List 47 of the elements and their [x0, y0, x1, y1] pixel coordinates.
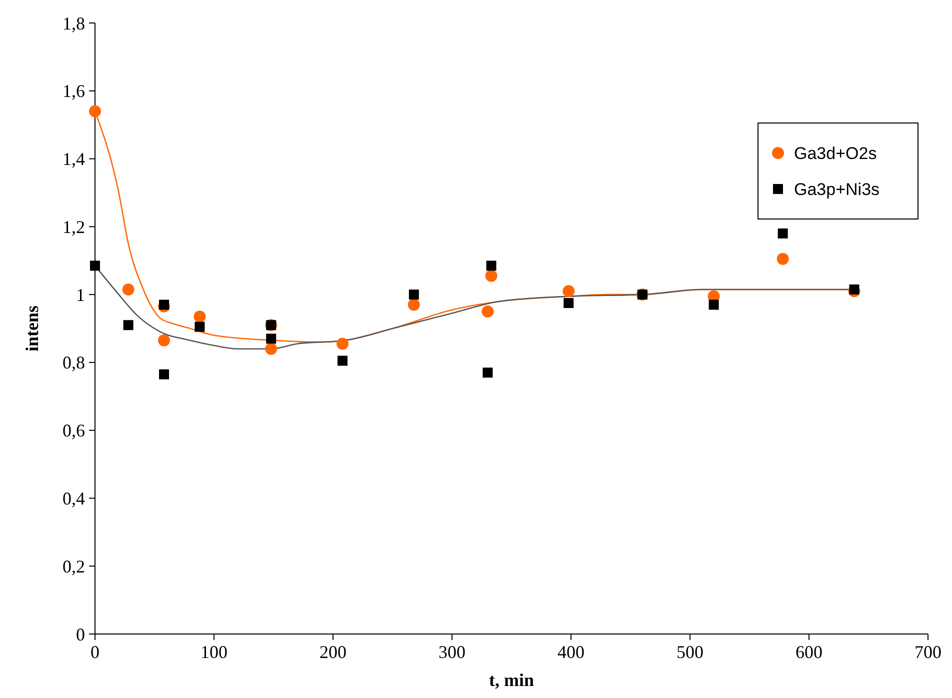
y-tick-label: 1,4 [62, 149, 85, 170]
point [159, 369, 170, 380]
x-tick-label: 500 [676, 642, 704, 662]
point [408, 298, 420, 311]
point [159, 300, 170, 310]
point [89, 105, 101, 118]
y-tick-label: 0,8 [62, 352, 85, 373]
y-tick-label: 1 [76, 284, 85, 305]
point [482, 306, 494, 318]
y-tick-label: 0,2 [62, 556, 85, 576]
y-tick-label: 0,4 [62, 488, 85, 509]
y-axis-title: intens [22, 305, 42, 352]
point [408, 290, 419, 300]
point [194, 322, 205, 332]
y-tick-label: 0,6 [62, 420, 85, 441]
x-tick-label: 400 [558, 642, 584, 662]
point [90, 260, 100, 271]
point [486, 260, 496, 271]
point [482, 368, 493, 378]
point [776, 252, 789, 265]
legend-label: Ga3d+O2s [794, 144, 877, 163]
x-tick-label: 600 [796, 642, 822, 662]
x-tick-label: 700 [914, 642, 942, 662]
y-tick-label: 1,6 [62, 81, 85, 102]
point [778, 228, 788, 238]
point [122, 283, 134, 296]
point [338, 356, 348, 366]
point [265, 342, 278, 355]
x-tick-label: 200 [320, 642, 346, 662]
point [708, 300, 719, 310]
point [485, 270, 498, 282]
x-tick-label: 300 [438, 642, 466, 662]
point [562, 285, 575, 298]
point [564, 298, 574, 308]
point [336, 338, 349, 350]
point [849, 284, 860, 294]
y-tick-label: 1,8 [62, 13, 85, 34]
legend-label: Ga3p+Ni3s [794, 180, 880, 199]
point [194, 310, 206, 323]
point [266, 334, 276, 344]
x-tick-label: 100 [200, 642, 228, 662]
y-tick-label: 0 [76, 624, 85, 644]
x-tick-label: 0 [90, 642, 100, 662]
point [123, 320, 134, 330]
point [158, 334, 170, 346]
y-tick-label: 1,2 [62, 216, 85, 237]
x-axis-title: t, min [489, 670, 534, 690]
